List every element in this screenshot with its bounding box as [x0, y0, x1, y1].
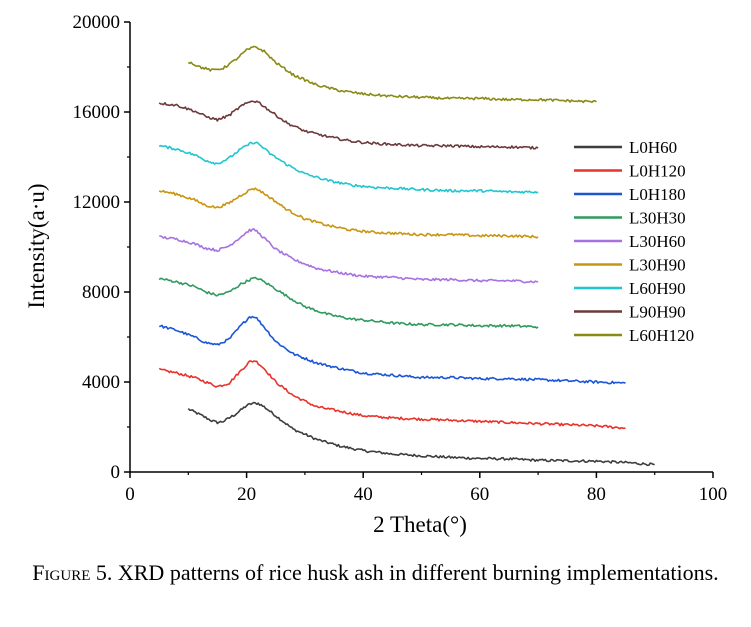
x-tick-label: 60 — [470, 484, 489, 505]
x-tick-label: 80 — [587, 484, 606, 505]
y-tick-label: 16000 — [73, 102, 121, 123]
x-tick-label: 40 — [354, 484, 373, 505]
plot-frame — [129, 22, 713, 473]
y-tick-label: 20000 — [73, 12, 121, 33]
y-tick-label: 0 — [111, 462, 121, 483]
y-tick-label: 8000 — [82, 282, 120, 303]
series-lines — [158, 45, 655, 467]
series-line-l0h180 — [158, 315, 626, 385]
series-line-l30h60 — [159, 228, 539, 284]
legend-label-l90h90: L90H90 — [629, 303, 686, 322]
legend-label-l0h180: L0H180 — [629, 185, 686, 204]
series-line-l0h60 — [187, 401, 655, 467]
legend-label-l30h30: L30H30 — [629, 209, 686, 228]
series-line-l90h90 — [158, 100, 539, 150]
figure-caption: Figure 5. XRD patterns of rice husk ash … — [0, 558, 751, 588]
legend-label-l0h60: L0H60 — [629, 138, 677, 157]
legend-label-l60h120: L60H120 — [629, 326, 694, 345]
legend-label-l60h90: L60H90 — [629, 279, 686, 298]
legend-label-l30h60: L30H60 — [629, 232, 686, 251]
caption-text: XRD patterns of rice husk ash in differe… — [117, 560, 719, 585]
x-tick-label: 100 — [699, 484, 728, 505]
y-tick-label: 12000 — [73, 192, 121, 213]
series-line-l30h30 — [158, 276, 539, 329]
series-line-l60h120 — [187, 45, 597, 104]
axis-ticks: 0 20 40 60 80 100 0 4000 8000 12000 16000 20000 — [73, 12, 728, 505]
legend-label-l0h120: L0H120 — [629, 162, 686, 181]
series-line-l30h90 — [158, 187, 539, 239]
xrd-chart: 0 20 40 60 80 100 0 4000 8000 12000 16000 20000 L0H… — [24, 12, 728, 537]
x-tick-label: 0 — [125, 484, 135, 505]
x-tick-label: 20 — [237, 484, 256, 505]
y-tick-label: 4000 — [82, 372, 120, 393]
legend: L0H60 L0H120 L0H180 L30H30 L30H60 L30H90 L60H9… — [574, 138, 694, 345]
series-line-l60h90 — [158, 141, 539, 194]
y-axis-title: Intensity(a·u) — [24, 183, 49, 308]
series-line-l0h120 — [158, 360, 626, 430]
legend-label-l30h90: L30H90 — [629, 256, 686, 275]
caption-label: Figure 5. — [32, 560, 113, 585]
x-axis-title: 2 Theta(°) — [373, 512, 467, 537]
